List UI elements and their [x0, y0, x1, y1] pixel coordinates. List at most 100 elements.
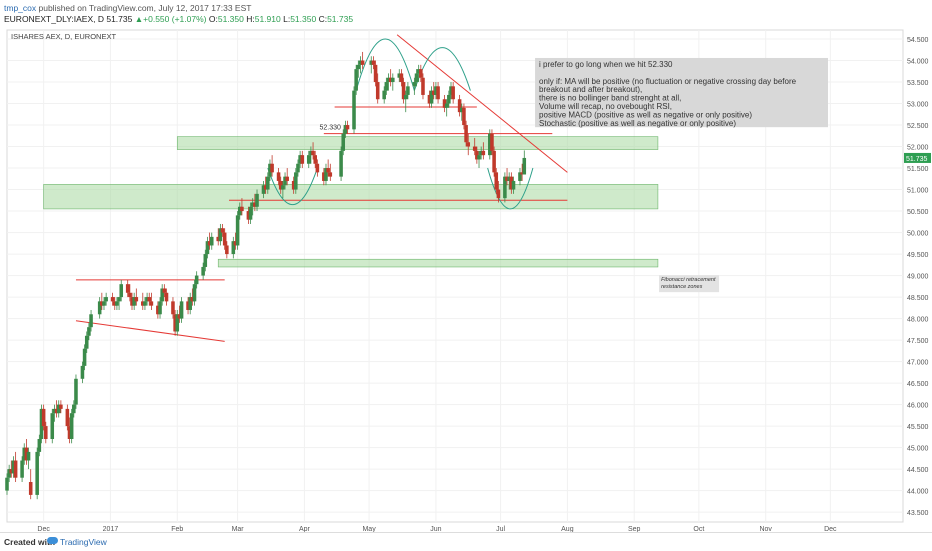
ohlc-high: 51.910 — [254, 14, 281, 24]
author-link[interactable]: tmp_cox — [4, 3, 37, 13]
candle-body — [41, 408, 46, 427]
candle-body — [87, 327, 91, 336]
candle-body — [11, 460, 16, 474]
candle — [477, 150, 481, 169]
ohlc-low: 51.350 — [290, 14, 317, 24]
candle — [358, 56, 363, 74]
candle — [201, 262, 205, 280]
candle-body — [492, 150, 496, 173]
candle — [464, 120, 468, 147]
candle-body — [466, 142, 471, 147]
candle — [322, 168, 326, 186]
footer: Created with TradingView — [0, 532, 932, 551]
candle — [276, 168, 281, 186]
candle-body — [479, 150, 483, 156]
candle — [488, 129, 492, 160]
candle — [52, 404, 57, 422]
candle — [56, 400, 61, 418]
candle-body — [134, 297, 139, 302]
candle-body — [102, 301, 106, 306]
y-tick-label: 43.500 — [907, 510, 929, 517]
candle — [190, 288, 195, 306]
candle — [416, 64, 421, 83]
candle — [291, 176, 296, 194]
tradingview-brand-link[interactable]: TradingView — [60, 537, 107, 547]
candle — [382, 86, 386, 104]
candle-body — [281, 185, 285, 190]
candle-body — [429, 90, 434, 104]
chart-title: ISHARES AEX, D, EURONEXT — [11, 32, 116, 41]
candle — [250, 198, 255, 216]
candle-body — [119, 284, 124, 298]
x-tick-label: Nov — [759, 526, 772, 532]
candle — [7, 464, 11, 483]
candle — [356, 60, 361, 78]
x-tick-label: Oct — [693, 526, 704, 532]
candle-body — [5, 477, 9, 491]
candle — [434, 82, 438, 100]
candle — [220, 223, 225, 237]
x-tick-label: Feb — [171, 526, 183, 532]
candle-body — [298, 155, 302, 164]
y-tick-label: 45.500 — [907, 424, 929, 431]
candle-body — [39, 408, 44, 439]
candle — [104, 292, 108, 306]
candle-body — [481, 150, 486, 156]
note-line: only if: MA will be positive (no fluctua… — [539, 77, 797, 86]
candle — [459, 103, 464, 121]
candle — [406, 82, 410, 100]
candle — [9, 460, 14, 478]
chart-area[interactable]: 43.500 44.000 44.500 45.000 45.500 46.000 46.5… — [0, 28, 932, 533]
ohlc-close-label: C: — [318, 14, 328, 24]
candle-body — [13, 460, 18, 478]
x-tick-label: Jul — [496, 526, 505, 532]
candle — [354, 64, 358, 95]
candle-body — [261, 185, 266, 194]
candle — [397, 69, 402, 83]
candle — [449, 82, 453, 100]
candle — [306, 150, 311, 169]
candle-body — [231, 241, 236, 255]
candle — [171, 297, 175, 319]
y-tick-label: 49.500 — [907, 252, 929, 259]
ohlc-close: 51.735 — [327, 14, 354, 24]
fib-note-box — [659, 275, 720, 293]
note-line: i prefer to go long when we hit 52.330 — [539, 60, 673, 69]
candle — [13, 451, 18, 483]
candle-body — [175, 314, 180, 332]
candle — [147, 292, 152, 306]
candle — [444, 99, 449, 117]
candle-body — [82, 348, 87, 366]
candle — [509, 172, 514, 194]
candle-body — [431, 90, 436, 95]
symbol-info: EURONEXT_DLY:IAEX, D 51.735 ▲+0.550 (+1.… — [4, 14, 353, 25]
candle — [39, 404, 44, 444]
candle — [360, 51, 365, 70]
candle-body — [218, 228, 223, 242]
price-chart[interactable]: 43.500 44.000 44.500 45.000 45.500 46.000 46.5… — [0, 28, 932, 533]
candle-body — [511, 180, 516, 190]
candle — [50, 408, 55, 444]
candle — [421, 73, 425, 100]
candle — [281, 180, 285, 199]
candle — [235, 211, 240, 250]
candle — [54, 400, 59, 418]
candle-body — [125, 284, 130, 293]
candle — [67, 417, 72, 444]
candle — [475, 146, 479, 164]
x-tick-label: 2017 — [103, 526, 119, 532]
note-line: Volume will recap, no ovebought RSI, — [539, 102, 672, 111]
candle-body — [360, 60, 365, 65]
fib-note-text: Fibonacci retracement — [661, 277, 716, 283]
candle — [218, 223, 223, 246]
candle-body — [225, 245, 229, 255]
pattern-arc — [487, 167, 534, 210]
candle-body — [24, 447, 29, 461]
pattern-arc — [267, 167, 318, 205]
candle — [401, 77, 406, 104]
candle — [203, 249, 208, 272]
candle — [391, 73, 395, 91]
candle — [503, 172, 507, 203]
candle-body — [56, 404, 61, 414]
candle-body — [494, 172, 499, 190]
